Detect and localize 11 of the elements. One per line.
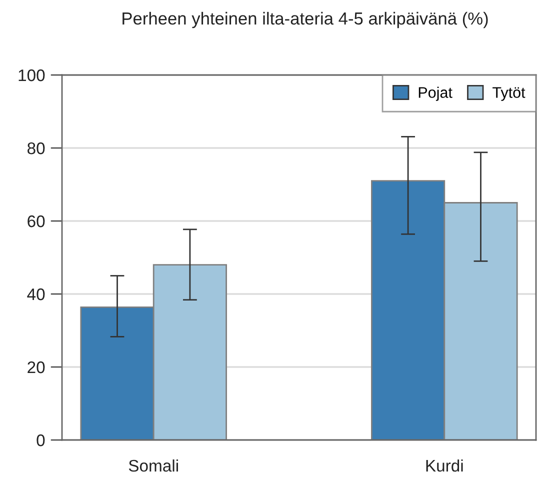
x-tick-label: Kurdi — [426, 459, 463, 472]
chart-title: Perheen yhteinen ilta-ateria 4-5 arkipäivänä (%) — [122, 12, 488, 28]
y-tick-label: 60 — [28, 215, 45, 228]
y-tick-label: 80 — [28, 142, 45, 154]
y-tick-label: 100 — [18, 69, 45, 82]
y-tick-label: 0 — [36, 434, 45, 446]
legend-label: Pojat — [418, 86, 452, 101]
legend-label: Tytöt — [492, 87, 526, 101]
y-tick-label: 40 — [27, 288, 45, 300]
y-tick-label: 20 — [28, 361, 45, 374]
x-tick-label: Somali — [128, 459, 178, 472]
